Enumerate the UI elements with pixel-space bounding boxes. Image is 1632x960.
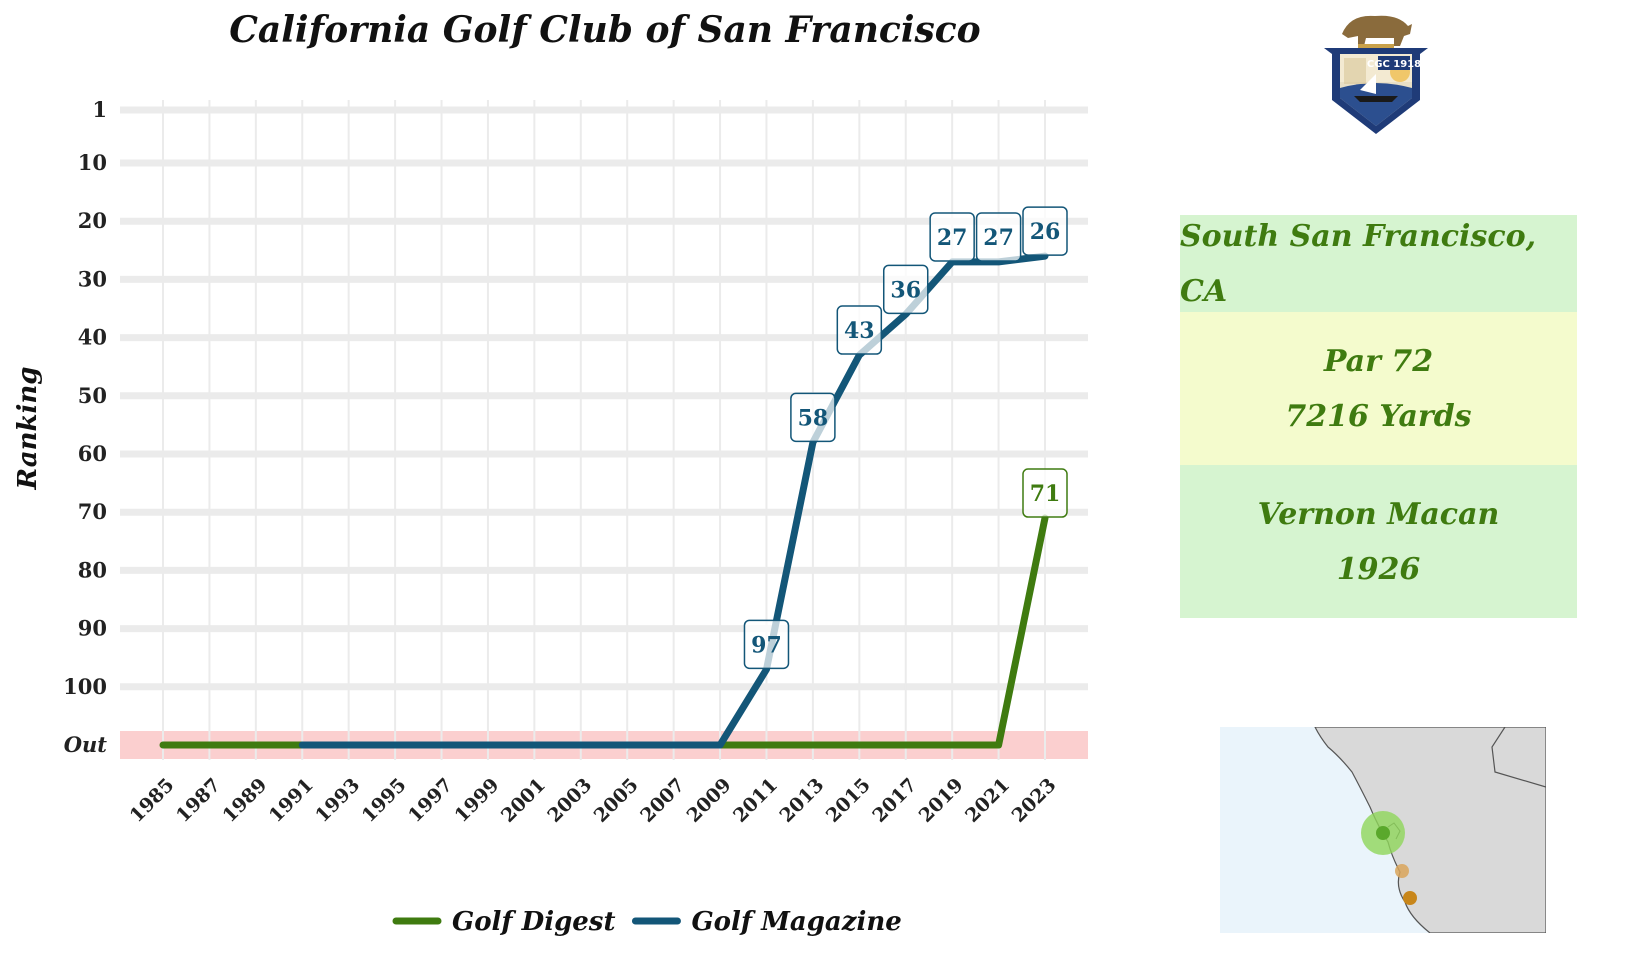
data-label-text: 27 bbox=[937, 225, 968, 251]
y-axis: 1 10 20 30 40 50 60 70 80 90 100 Out bbox=[63, 97, 107, 757]
y-tick-label: 60 bbox=[78, 441, 107, 466]
course-details-row: Par 72 7216 Yards bbox=[1180, 312, 1577, 465]
data-label: 27 bbox=[975, 212, 1022, 262]
chart-grid bbox=[120, 100, 1088, 760]
x-tick-label: 2019 bbox=[915, 774, 968, 827]
data-label-box bbox=[743, 619, 790, 670]
course-architect: Vernon Macan bbox=[1257, 496, 1500, 532]
data-label: 36 bbox=[882, 264, 929, 315]
data-label-text: 36 bbox=[890, 277, 921, 303]
data-label: 58 bbox=[790, 392, 836, 443]
location-row: South San Francisco, CA bbox=[1180, 215, 1577, 312]
architect-row: Vernon Macan 1926 bbox=[1180, 465, 1577, 618]
data-label-text: 71 bbox=[1030, 481, 1061, 507]
legend: Golf Digest Golf Magazine bbox=[392, 907, 902, 937]
data-labels: 71 97 58 43 36 27 27 26 bbox=[743, 206, 1068, 670]
data-label-box bbox=[1022, 206, 1068, 256]
x-tick-label: 1997 bbox=[404, 774, 457, 827]
course-info-panel: South San Francisco, CA Par 72 7216 Yard… bbox=[1180, 215, 1577, 618]
data-label-box bbox=[975, 212, 1022, 262]
legend-label: Golf Magazine bbox=[691, 907, 901, 937]
x-tick-label: 1989 bbox=[218, 774, 271, 827]
x-tick-label: 2021 bbox=[961, 774, 1014, 827]
x-tick-label: 2011 bbox=[729, 774, 782, 827]
x-tick-label: 2023 bbox=[1008, 774, 1061, 827]
x-tick-label: 2001 bbox=[497, 774, 550, 827]
x-tick-label: 2015 bbox=[822, 774, 875, 827]
course-location: South San Francisco, CA bbox=[1180, 218, 1537, 309]
y-tick-label: Out bbox=[64, 732, 108, 757]
y-tick-label: 70 bbox=[78, 499, 107, 524]
chart-title: California Golf Club of San Francisco bbox=[229, 9, 980, 51]
data-label: 27 bbox=[929, 212, 975, 262]
crest-text: CGC 1918 bbox=[1367, 59, 1421, 70]
data-label-text: 58 bbox=[798, 405, 829, 431]
course-year: 1926 bbox=[1336, 551, 1421, 587]
course-par: Par 72 bbox=[1323, 343, 1434, 379]
x-tick-label: 1999 bbox=[451, 774, 504, 827]
series-lines bbox=[159, 252, 1049, 749]
x-tick-label: 2013 bbox=[775, 774, 828, 827]
x-axis: 1985198719891991199319951997199920012003… bbox=[126, 774, 1061, 827]
x-tick-label: 1991 bbox=[265, 774, 318, 827]
data-label-box bbox=[836, 305, 883, 355]
x-tick-label: 2003 bbox=[543, 774, 596, 827]
x-tick-label: 1993 bbox=[311, 774, 364, 827]
y-tick-label: 10 bbox=[78, 150, 107, 175]
course-yardage: 7216 Yards bbox=[1285, 398, 1472, 434]
x-tick-label: 2009 bbox=[683, 774, 736, 827]
y-tick-label: 50 bbox=[78, 383, 107, 408]
data-label: 97 bbox=[743, 619, 790, 670]
y-tick-label: 80 bbox=[78, 557, 107, 582]
y-tick-label: 20 bbox=[78, 208, 107, 233]
location-map-icon bbox=[1220, 727, 1546, 933]
data-label-text: 27 bbox=[983, 225, 1014, 251]
y-tick-label: 90 bbox=[78, 616, 107, 641]
data-label-text: 97 bbox=[751, 632, 782, 658]
data-label: 26 bbox=[1022, 206, 1068, 256]
data-label-text: 26 bbox=[1030, 219, 1061, 245]
x-tick-label: 2007 bbox=[636, 774, 689, 827]
data-label-box bbox=[790, 392, 836, 443]
data-label-box bbox=[929, 212, 975, 262]
y-tick-label: 30 bbox=[78, 266, 107, 291]
x-tick-label: 1987 bbox=[172, 774, 225, 827]
data-label-text: 43 bbox=[844, 318, 875, 344]
x-tick-label: 1985 bbox=[126, 774, 179, 827]
club-crest-icon: CGC 1918 bbox=[1320, 4, 1432, 136]
y-tick-label: 40 bbox=[78, 325, 107, 350]
y-axis-label: Ranking bbox=[13, 367, 43, 491]
data-label-box bbox=[882, 264, 929, 315]
data-label: 71 bbox=[1022, 468, 1068, 518]
y-tick-label: 100 bbox=[63, 674, 107, 699]
x-tick-label: 1995 bbox=[358, 774, 411, 827]
legend-label: Golf Digest bbox=[452, 907, 615, 937]
data-label: 43 bbox=[836, 305, 883, 355]
x-tick-label: 2017 bbox=[868, 774, 921, 827]
x-tick-label: 2005 bbox=[590, 774, 643, 827]
data-label-box bbox=[1022, 468, 1068, 518]
y-tick-label: 1 bbox=[92, 97, 107, 122]
